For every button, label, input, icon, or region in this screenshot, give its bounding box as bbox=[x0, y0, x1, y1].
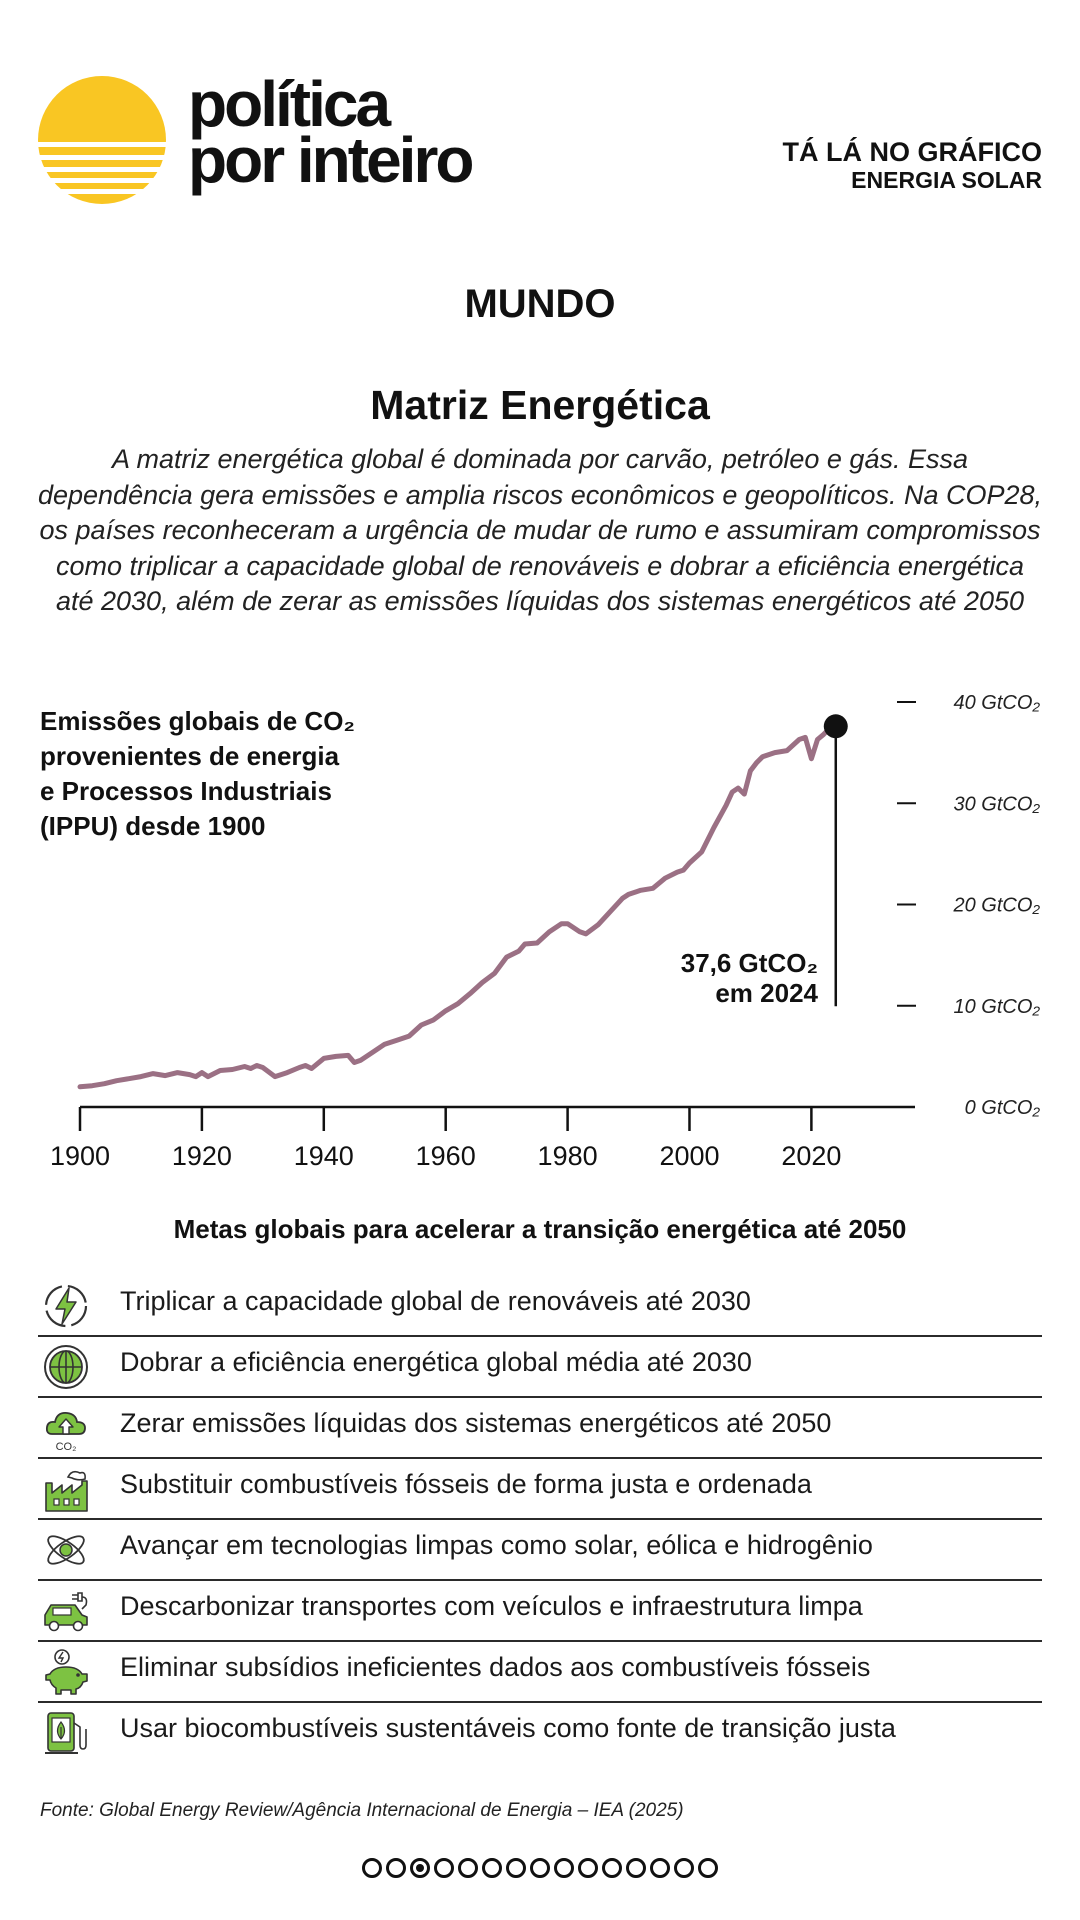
pager-dot[interactable] bbox=[578, 1858, 598, 1878]
x-tick-label: 1920 bbox=[172, 1141, 232, 1171]
piggy-bank-icon bbox=[45, 1649, 88, 1695]
sun-logo-icon bbox=[38, 76, 166, 204]
annotation-value: 37,6 GtCO₂ bbox=[680, 948, 818, 978]
goal-label: Substituir combustíveis fósseis de forma… bbox=[120, 1469, 812, 1499]
y-tick-label: 20 GtCO₂ bbox=[952, 895, 1040, 917]
section-tag-line-1: TÁ LÁ NO GRÁFICO bbox=[782, 137, 1042, 167]
goal-label: Dobrar a eficiência energética global mé… bbox=[120, 1347, 752, 1377]
chart-title: Emissões globais de CO₂ provenientes de … bbox=[40, 706, 355, 841]
goals-list: Triplicar a capacidade global de renováv… bbox=[38, 1276, 1042, 1762]
brand-line-1: política bbox=[188, 68, 391, 140]
pager-dot[interactable] bbox=[362, 1858, 382, 1878]
description-text: A matriz energética global é dominada po… bbox=[37, 444, 1043, 616]
pager-dot[interactable] bbox=[506, 1858, 526, 1878]
brand-wordmark: política por inteiro bbox=[188, 68, 474, 196]
goal-label: Eliminar subsídios ineficientes dados ao… bbox=[120, 1652, 871, 1682]
electric-car-icon bbox=[44, 1592, 88, 1632]
pager-dot[interactable] bbox=[386, 1858, 406, 1878]
goal-label: Usar biocombustíveis sustentáveis como f… bbox=[120, 1713, 896, 1743]
goal-item: Descarbonizar transportes com veículos e… bbox=[38, 1581, 1042, 1642]
pager-dot[interactable] bbox=[626, 1858, 646, 1878]
emissions-series-line bbox=[77, 723, 839, 1090]
goal-item: CO₂ Zerar emissões líquidas dos sistemas… bbox=[38, 1398, 1042, 1459]
pager-dot[interactable] bbox=[554, 1858, 574, 1878]
region-heading: MUNDO bbox=[464, 282, 616, 326]
goal-label: Triplicar a capacidade global de renováv… bbox=[120, 1286, 751, 1316]
goal-label: Zerar emissões líquidas dos sistemas ene… bbox=[120, 1408, 832, 1438]
goal-item: Avançar em tecnologias limpas como solar… bbox=[38, 1520, 1042, 1581]
goal-item: Eliminar subsídios ineficientes dados ao… bbox=[38, 1642, 1042, 1703]
globe-icon bbox=[44, 1345, 88, 1389]
brand-line-2: por inteiro bbox=[188, 124, 474, 196]
section-tag: TÁ LÁ NO GRÁFICO ENERGIA SOLAR bbox=[783, 138, 1042, 194]
y-tick-label: 0 GtCO₂ bbox=[965, 1097, 1041, 1119]
pager-dot[interactable] bbox=[434, 1858, 454, 1878]
x-tick-label: 1940 bbox=[294, 1141, 354, 1171]
y-tick-label: 30 GtCO₂ bbox=[953, 793, 1040, 815]
pager-dot[interactable] bbox=[602, 1858, 622, 1878]
carousel-pager[interactable] bbox=[0, 1858, 1080, 1878]
goals-title: Metas globais para acelerar a transição … bbox=[173, 1214, 907, 1244]
goal-item: Usar biocombustíveis sustentáveis como f… bbox=[38, 1703, 1042, 1762]
renewable-cycle-icon bbox=[44, 1284, 88, 1328]
pager-dot[interactable] bbox=[482, 1858, 502, 1878]
page-title: Matriz Energética bbox=[370, 382, 710, 428]
x-tick-label: 1900 bbox=[50, 1141, 110, 1171]
y-tick-label: 40 GtCO₂ bbox=[953, 692, 1040, 714]
y-tick-label: 10 GtCO₂ bbox=[953, 996, 1040, 1018]
source-note: Fonte: Global Energy Review/Agência Inte… bbox=[40, 1800, 684, 1821]
cloud-co2-icon: CO₂ bbox=[45, 1412, 86, 1452]
x-tick-label: 1980 bbox=[538, 1141, 598, 1171]
pager-dot[interactable] bbox=[698, 1858, 718, 1878]
pager-dot[interactable] bbox=[458, 1858, 478, 1878]
chart-annotation: 37,6 GtCO₂ em 2024 bbox=[681, 948, 818, 1008]
factory-icon bbox=[45, 1470, 88, 1512]
annotation-year: em 2024 bbox=[715, 978, 818, 1008]
goal-item: Dobrar a eficiência energética global mé… bbox=[38, 1337, 1042, 1398]
section-tag-line-2: ENERGIA SOLAR bbox=[851, 167, 1042, 193]
bio-fuel-pump-icon bbox=[45, 1712, 87, 1754]
x-axis: 1900 1920 1940 1960 1980 2000 2020 bbox=[50, 1105, 915, 1171]
goal-item: Triplicar a capacidade global de renováv… bbox=[38, 1276, 1042, 1337]
goal-label: Avançar em tecnologias limpas como solar… bbox=[120, 1530, 873, 1560]
co2-icon-text: CO₂ bbox=[56, 1441, 77, 1452]
pager-dot[interactable] bbox=[650, 1858, 670, 1878]
atom-icon bbox=[47, 1535, 85, 1565]
pager-dot[interactable] bbox=[674, 1858, 694, 1878]
x-tick-label: 2000 bbox=[659, 1141, 719, 1171]
x-tick-label: 2020 bbox=[781, 1141, 841, 1171]
goal-label: Descarbonizar transportes com veículos e… bbox=[120, 1591, 863, 1621]
annotation-point bbox=[823, 714, 848, 739]
pager-dot[interactable] bbox=[410, 1858, 430, 1878]
x-tick-label: 1960 bbox=[416, 1141, 476, 1171]
pager-dot[interactable] bbox=[530, 1858, 550, 1878]
y-axis: 0 GtCO₂ 10 GtCO₂ 20 GtCO₂ 30 GtCO₂ 40 GtCO₂ bbox=[897, 692, 1040, 1119]
goal-item: Substituir combustíveis fósseis de forma… bbox=[38, 1459, 1042, 1520]
